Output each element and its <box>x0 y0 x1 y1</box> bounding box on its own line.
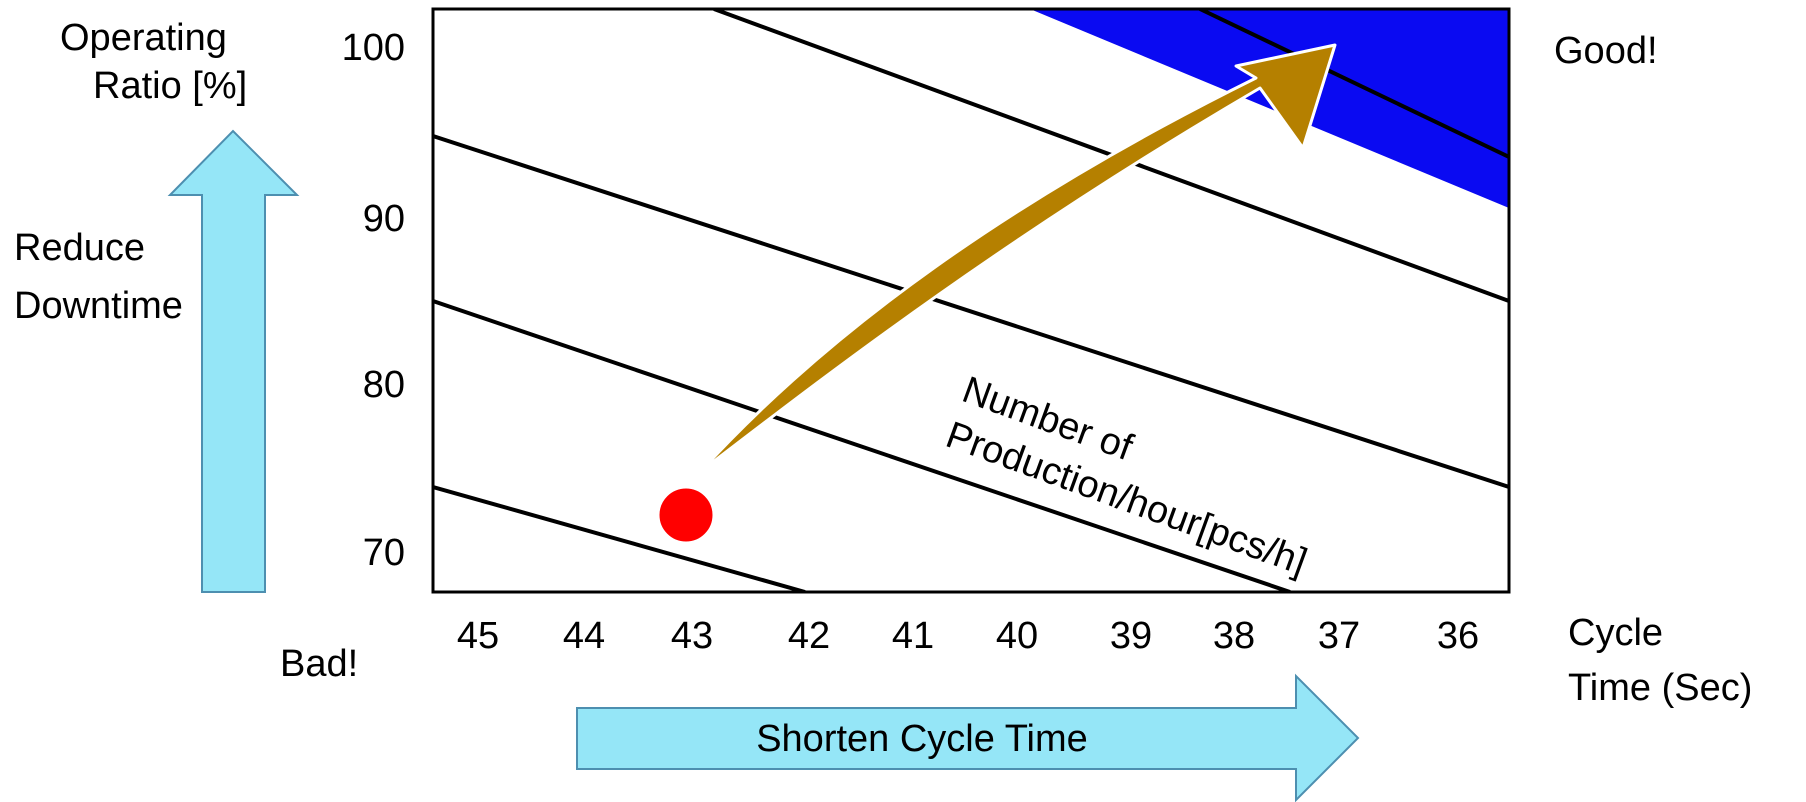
reduce-downtime-arrow <box>167 129 300 593</box>
reduce-downtime-label-line1: Reduce <box>14 227 145 269</box>
bad-label: Bad! <box>280 643 358 685</box>
x-tick-label: 36 <box>1437 615 1479 657</box>
shorten-cycle-time-label: Shorten Cycle Time <box>756 718 1088 760</box>
x-axis-title-line2: Time (Sec) <box>1568 667 1752 709</box>
reduce-downtime-label-line2: Downtime <box>14 285 183 327</box>
x-tick-label: 44 <box>563 615 605 657</box>
x-tick-label: 41 <box>892 615 934 657</box>
good-label: Good! <box>1554 30 1658 72</box>
iso-lines-label: Number of Production/hour[pcs/h] <box>941 369 1313 584</box>
x-axis-title-line1: Cycle <box>1568 612 1663 654</box>
x-tick-label: 45 <box>457 615 499 657</box>
shorten-cycle-time-arrow-body <box>576 673 1360 802</box>
current-point-marker <box>656 485 716 545</box>
x-tick-label: 39 <box>1110 615 1152 657</box>
y-axis-title-line1: Operating <box>60 17 227 59</box>
x-tick-label: 37 <box>1318 615 1360 657</box>
plot-area <box>433 9 1509 592</box>
y-tick-label: 100 <box>342 27 405 69</box>
y-axis-title-line2: Ratio [%] <box>93 65 247 107</box>
y-tick-label: 80 <box>363 364 405 406</box>
y-tick-label: 90 <box>363 198 405 240</box>
iso-production-line <box>1199 9 1509 159</box>
x-tick-label: 38 <box>1213 615 1255 657</box>
y-tick-label: 70 <box>363 532 405 574</box>
x-tick-label: 42 <box>788 615 830 657</box>
iso-production-line <box>433 485 806 592</box>
target-zone <box>1030 9 1509 208</box>
plot-frame <box>431 7 1511 594</box>
iso-production-line <box>433 134 1509 489</box>
x-tick-label: 43 <box>671 615 713 657</box>
iso-production-line <box>433 299 1291 592</box>
x-tick-label: 40 <box>996 615 1038 657</box>
improvement-arrow <box>698 43 1337 474</box>
